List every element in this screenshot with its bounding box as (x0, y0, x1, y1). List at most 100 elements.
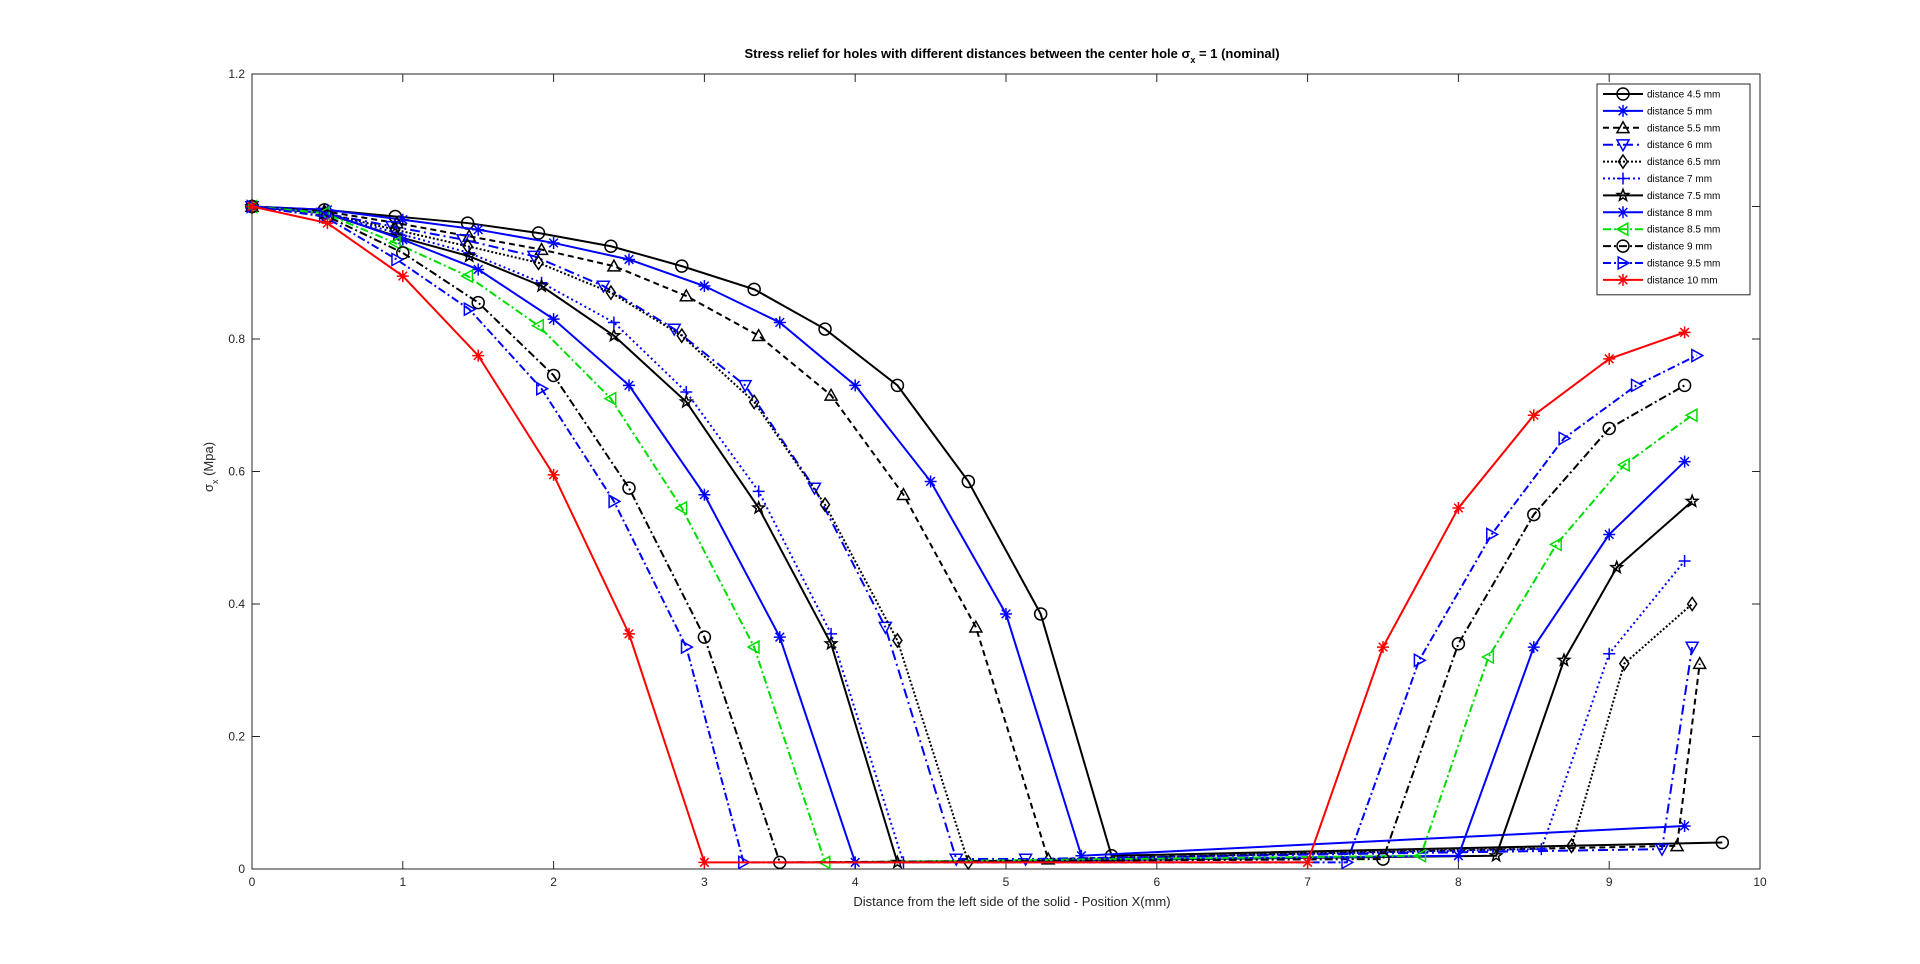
marker-triangle-left-shape (530, 318, 545, 334)
y-tick-label: 0.6 (228, 465, 245, 479)
data-point (1715, 835, 1730, 850)
data-point (890, 378, 905, 393)
data-point (1603, 352, 1616, 365)
marker-triangle-right-shape (1630, 378, 1644, 393)
legend-entry: distance 7.5 mm (1603, 187, 1720, 202)
data-point (746, 639, 760, 655)
data-point (737, 379, 753, 393)
data-point (461, 248, 477, 263)
marker-asterisk-shape (1000, 607, 1012, 620)
marker-star-shape (1615, 187, 1631, 202)
marker-triangle-right-shape (318, 209, 332, 224)
data-point (623, 627, 635, 640)
marker-asterisk-shape (849, 379, 862, 392)
y-tick-label: 0 (238, 862, 245, 876)
data-point (396, 213, 409, 226)
data-point (751, 328, 766, 342)
marker-triangle-up-shape (534, 242, 549, 256)
data-point (679, 288, 694, 302)
legend-label: distance 7.5 mm (1647, 191, 1720, 202)
data-point (1033, 607, 1048, 621)
data-point (1678, 554, 1691, 567)
marker-circle-shape (890, 378, 905, 393)
data-point (316, 205, 330, 221)
marker-triangle-down-shape (1684, 641, 1700, 655)
chart-title-subscript: x (1190, 55, 1195, 65)
data-point (535, 381, 550, 396)
marker-asterisk-shape (472, 263, 485, 276)
chart-title-suffix: = 1 (nominal) (1195, 46, 1279, 61)
marker-asterisk-shape (698, 856, 711, 869)
marker-star-shape (1556, 652, 1572, 667)
data-point (892, 632, 903, 649)
data-point (1000, 607, 1012, 620)
marker-asterisk-shape (1678, 819, 1691, 832)
legend: distance 4.5 mm distance 5 mm distance 5.5… (1596, 83, 1751, 296)
marker-triangle-left-shape (1413, 848, 1427, 864)
data-point (924, 475, 937, 488)
marker-triangle-down-shape (1654, 843, 1670, 857)
marker-triangle-left-shape (1616, 457, 1630, 473)
marker-plus-shape (1535, 843, 1548, 856)
x-tick-label: 10 (1753, 875, 1767, 889)
data-point (896, 487, 911, 501)
marker-triangle-left-shape (1548, 537, 1562, 552)
marker-star-shape (606, 327, 622, 343)
data-point (547, 313, 560, 326)
data-point (1684, 493, 1700, 508)
data-point (968, 619, 984, 633)
legend-entry: distance 9 mm (1603, 239, 1712, 253)
marker-asterisk-shape (623, 253, 635, 266)
marker-triangle-up-shape (968, 619, 984, 633)
marker-triangle-up-shape (1669, 838, 1685, 852)
legend-marker (1616, 87, 1630, 101)
marker-circle-shape (531, 226, 546, 240)
data-point (603, 391, 617, 406)
marker-diamond-shape (1617, 153, 1629, 170)
marker-star-shape (533, 277, 550, 293)
x-tick-label: 8 (1455, 875, 1462, 889)
marker-asterisk-shape (1527, 641, 1540, 654)
y-tick-label: 1.2 (228, 67, 245, 81)
marker-circle-shape (471, 295, 485, 310)
marker-asterisk-shape (1617, 104, 1629, 117)
chart-title-main: Stress relief for holes with different d… (744, 46, 1190, 61)
legend-entry: distance 6 mm (1603, 139, 1712, 153)
data-point (1616, 457, 1630, 473)
data-point (526, 250, 542, 264)
marker-triangle-right-shape (680, 639, 694, 655)
marker-asterisk-shape (547, 468, 560, 481)
marker-triangle-left-shape (316, 205, 330, 221)
legend-marker (1617, 273, 1629, 286)
marker-circle-shape (1715, 835, 1730, 850)
legend-label: distance 4.5 mm (1647, 90, 1720, 101)
marker-diamond-shape (1686, 596, 1698, 612)
marker-triangle-right-shape (1691, 348, 1705, 363)
data-point (1678, 455, 1691, 468)
marker-star-shape (678, 393, 695, 409)
y-tick-label: 0.2 (228, 730, 245, 744)
x-tick-label: 9 (1606, 875, 1613, 889)
data-point (396, 233, 409, 246)
legend-entry: distance 8 mm (1603, 206, 1712, 219)
legend-label: distance 8 mm (1647, 208, 1712, 219)
data-point (1677, 378, 1692, 393)
data-point (1341, 855, 1355, 870)
data-point (823, 387, 839, 401)
marker-diamond-shape (1618, 655, 1630, 672)
legend-label: distance 9.5 mm (1647, 259, 1720, 270)
data-point (773, 631, 786, 644)
marker-asterisk-shape (1301, 856, 1314, 869)
marker-diamond-shape (819, 496, 831, 513)
data-point (1452, 501, 1465, 514)
data-point (1413, 653, 1427, 668)
data-point (1527, 507, 1541, 522)
data-point (391, 252, 405, 267)
x-tick-label: 0 (249, 875, 256, 889)
marker-triangle-down-shape (596, 280, 611, 294)
data-point (849, 379, 862, 392)
marker-circle-shape (1616, 239, 1630, 253)
marker-triangle-up-shape (823, 387, 839, 401)
y-tick-label: 0.8 (228, 332, 245, 346)
